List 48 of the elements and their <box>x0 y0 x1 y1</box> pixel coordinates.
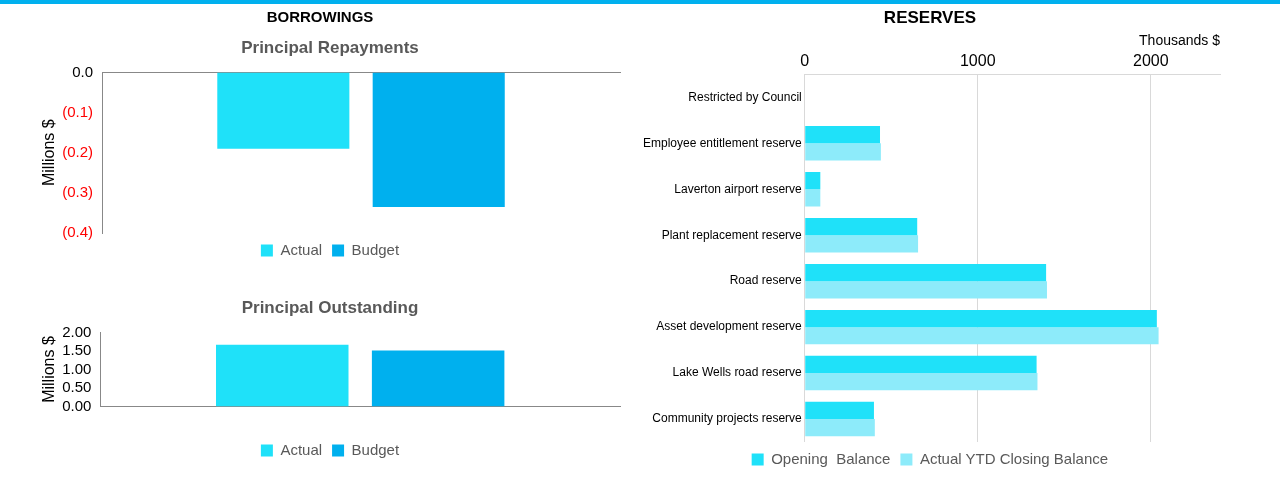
chart-title: Principal Repayments <box>241 37 419 57</box>
y-tick-label: 1.00 <box>62 359 92 377</box>
bar <box>805 373 1038 391</box>
y-tick-label: (0.3) <box>62 182 94 200</box>
y-tick-label: (0.4) <box>62 223 94 241</box>
y-tick-label: 1.50 <box>62 341 92 359</box>
y-tick-label: Community projects reserve <box>652 411 803 426</box>
legend-label: Actual YTD Closing Balance <box>919 449 1109 467</box>
y-axis-title: Millions $ <box>40 119 58 187</box>
y-tick-label: Restricted by Council <box>688 89 802 104</box>
legend-label: Actual <box>280 240 323 258</box>
bar <box>805 401 874 420</box>
y-tick-label: Employee entitlement reserve <box>642 135 803 150</box>
y-tick-label: Asset development reserve <box>656 319 803 334</box>
legend-label: Budget <box>351 240 400 258</box>
bar <box>805 419 875 437</box>
bar <box>805 172 821 190</box>
bar <box>805 189 821 207</box>
bar <box>805 143 881 161</box>
bar <box>805 327 1159 345</box>
chart-title: Principal Outstanding <box>241 297 419 317</box>
y-tick-label: Road reserve <box>729 273 803 288</box>
y-tick-label: Plant replacement reserve <box>661 227 803 242</box>
legend-label: Opening Balance <box>771 449 891 467</box>
y-axis-title: Millions $ <box>40 336 58 403</box>
x-tick-label: 1000 <box>959 52 996 70</box>
legend-label: Budget <box>351 440 400 458</box>
x-tick-label: 2000 <box>1132 52 1169 70</box>
bar <box>805 309 1157 328</box>
legend-label: Actual <box>280 440 323 458</box>
bar <box>805 235 919 253</box>
bar <box>805 281 1047 299</box>
bar <box>805 263 1047 282</box>
y-tick-label: Lake Wells road reserve <box>672 365 803 380</box>
x-axis-title: Thousands $ <box>1139 31 1221 48</box>
y-tick-label: (0.2) <box>62 142 94 160</box>
bar <box>805 217 918 236</box>
y-tick-label: 0.0 <box>72 62 94 80</box>
y-tick-label: 0.50 <box>62 378 92 396</box>
y-tick-label: 2.00 <box>62 322 92 340</box>
bar <box>805 126 881 144</box>
text: BORROWINGS <box>265 8 375 25</box>
y-tick-label: 0.00 <box>62 396 92 414</box>
y-tick-label: Laverton airport reserve <box>674 181 803 196</box>
x-tick-label: 0 <box>800 52 810 70</box>
chart-title: RESERVES <box>883 7 977 27</box>
bar <box>805 355 1037 374</box>
y-tick-label: (0.1) <box>62 102 94 120</box>
